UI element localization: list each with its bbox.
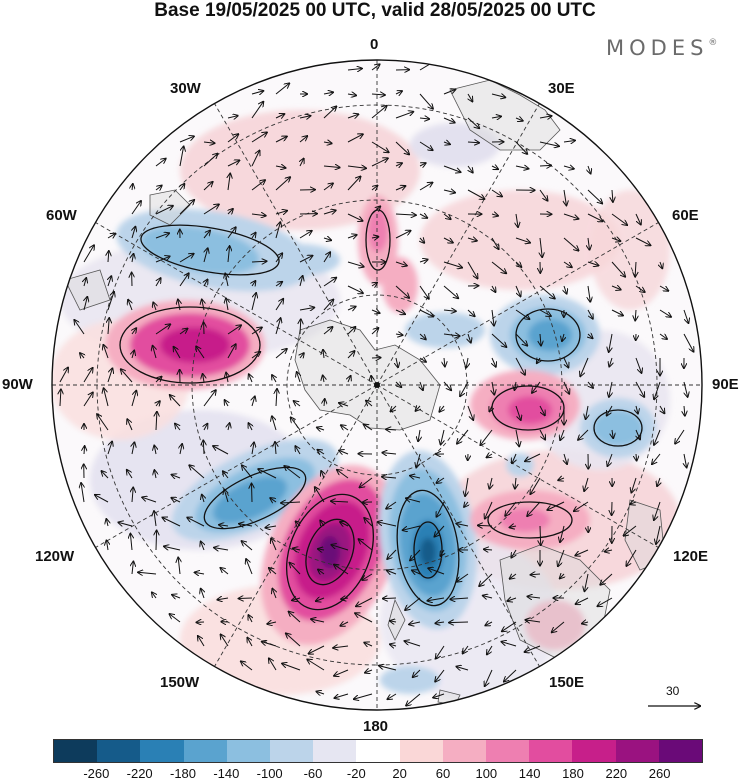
lon-label-30w: 30W: [170, 80, 201, 97]
colorbar-swatch: [227, 740, 270, 762]
lon-label-90e: 90E: [712, 376, 739, 393]
colorbar-tick-label: 260: [649, 766, 671, 781]
colorbar-tick-label: -180: [170, 766, 196, 781]
colorbar-tick-label: 60: [436, 766, 450, 781]
colorbar-swatch: [486, 740, 529, 762]
colorbar-tick-label: 100: [475, 766, 497, 781]
wind-vector: [252, 484, 253, 502]
colorbar-swatch: [313, 740, 356, 762]
colorbar-tick-label: -100: [257, 766, 283, 781]
lon-label-60w: 60W: [46, 207, 77, 224]
colorbar-ticks: -260 -220 -180 -140 -100 -60 -20 20 60 100 140 180 2…: [0, 766, 750, 784]
colorbar-swatch: [270, 740, 313, 762]
wind-vector: [386, 429, 396, 430]
wind-vector: [383, 598, 396, 599]
pole-marker: [374, 382, 380, 388]
colorbar-swatch: [97, 740, 140, 762]
colorbar-swatch: [184, 740, 227, 762]
lon-label-0: 0: [370, 36, 378, 53]
wind-vector: [540, 165, 551, 166]
wind-vector: [203, 441, 204, 455]
colorbar-swatch: [400, 740, 443, 762]
wind-vector: [239, 598, 252, 599]
colorbar-tick-label: -20: [347, 766, 366, 781]
colorbar-swatch: [54, 740, 97, 762]
lon-label-150e: 150E: [549, 674, 584, 691]
colorbar-tick-label: 20: [392, 766, 406, 781]
wind-vector: [156, 531, 157, 550]
wind-vector: [636, 454, 637, 461]
wind-vector: [324, 399, 325, 406]
colorbar-tick-label: -60: [304, 766, 323, 781]
colorbar: [53, 739, 703, 763]
colorbar-swatch: [443, 740, 486, 762]
reference-vector-label: 30: [666, 684, 679, 698]
colorbar-swatch: [529, 740, 572, 762]
colorbar-tick-label: -260: [83, 766, 109, 781]
lon-label-60e: 60E: [672, 207, 699, 224]
lon-label-120e: 120E: [673, 548, 708, 565]
colorbar-swatch: [616, 740, 659, 762]
lon-label-30e: 30E: [548, 80, 575, 97]
wind-vector: [540, 526, 541, 545]
colorbar-swatch: [572, 740, 615, 762]
colorbar-swatch: [140, 740, 183, 762]
lon-label-120w: 120W: [35, 548, 74, 565]
colorbar-tick-label: 220: [605, 766, 627, 781]
colorbar-tick-label: -140: [213, 766, 239, 781]
lon-label-90w: 90W: [2, 376, 33, 393]
wind-vector: [478, 525, 492, 526]
polar-map: [0, 0, 750, 740]
lon-label-180: 180: [363, 718, 388, 735]
wind-vector: [449, 622, 468, 623]
colorbar-tick-label: 140: [519, 766, 541, 781]
wind-vector: [84, 446, 85, 454]
colorbar-tick-label: 180: [562, 766, 584, 781]
colorbar-swatch: [659, 740, 702, 762]
colorbar-swatch: [356, 740, 399, 762]
lon-label-150w: 150W: [160, 674, 199, 691]
colorbar-tick-label: -220: [127, 766, 153, 781]
